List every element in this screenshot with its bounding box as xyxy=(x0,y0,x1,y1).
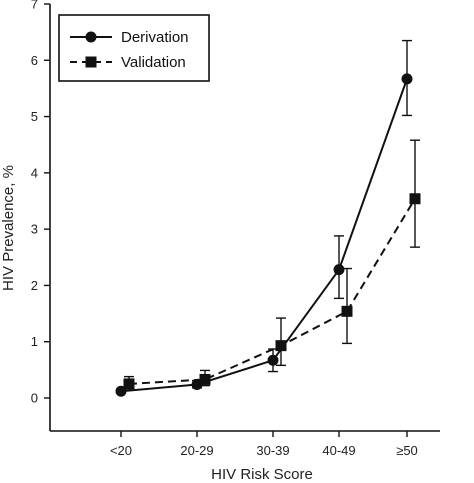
point-validation-0 xyxy=(123,378,135,390)
series-line-derivation xyxy=(120,78,408,393)
legend: Derivation Validation xyxy=(58,14,210,82)
y-tick-label-6: 6 xyxy=(31,53,38,68)
point-validation-3 xyxy=(341,305,353,317)
series-lines xyxy=(120,78,416,393)
x-tick-label-4: ≥50 xyxy=(396,443,418,458)
point-validation-2 xyxy=(275,340,287,352)
legend-marker-derivation xyxy=(85,31,97,43)
axes: 0 1 2 3 4 5 6 7 <20 20-29 30-39 40-49 ≥50 xyxy=(31,0,440,458)
y-tick-label-1: 1 xyxy=(31,334,38,349)
y-tick-label-7: 7 xyxy=(31,0,38,12)
legend-marker-validation xyxy=(85,56,97,68)
y-axis-title: HIV Prevalence, % xyxy=(0,165,17,291)
point-derivation-3 xyxy=(333,264,345,276)
point-derivation-4 xyxy=(401,73,413,85)
x-tick-label-0: <20 xyxy=(110,443,132,458)
data-markers xyxy=(115,73,421,397)
error-bars xyxy=(116,39,420,394)
y-tick-label-3: 3 xyxy=(31,222,38,237)
point-derivation-2 xyxy=(267,354,279,366)
point-validation-4 xyxy=(409,193,421,205)
legend-box xyxy=(58,14,210,82)
x-tick-label-2: 30-39 xyxy=(256,443,289,458)
legend-label-derivation: Derivation xyxy=(121,29,189,46)
y-tick-label-4: 4 xyxy=(31,165,38,180)
x-tick-label-1: 20-29 xyxy=(180,443,213,458)
y-tick-label-0: 0 xyxy=(31,391,38,406)
point-validation-1 xyxy=(199,373,211,385)
x-axis-title: HIV Risk Score xyxy=(211,466,313,483)
y-tick-label-2: 2 xyxy=(31,278,38,293)
y-tick-label-5: 5 xyxy=(31,109,38,124)
x-tick-label-3: 40-49 xyxy=(322,443,355,458)
legend-label-validation: Validation xyxy=(121,54,186,71)
